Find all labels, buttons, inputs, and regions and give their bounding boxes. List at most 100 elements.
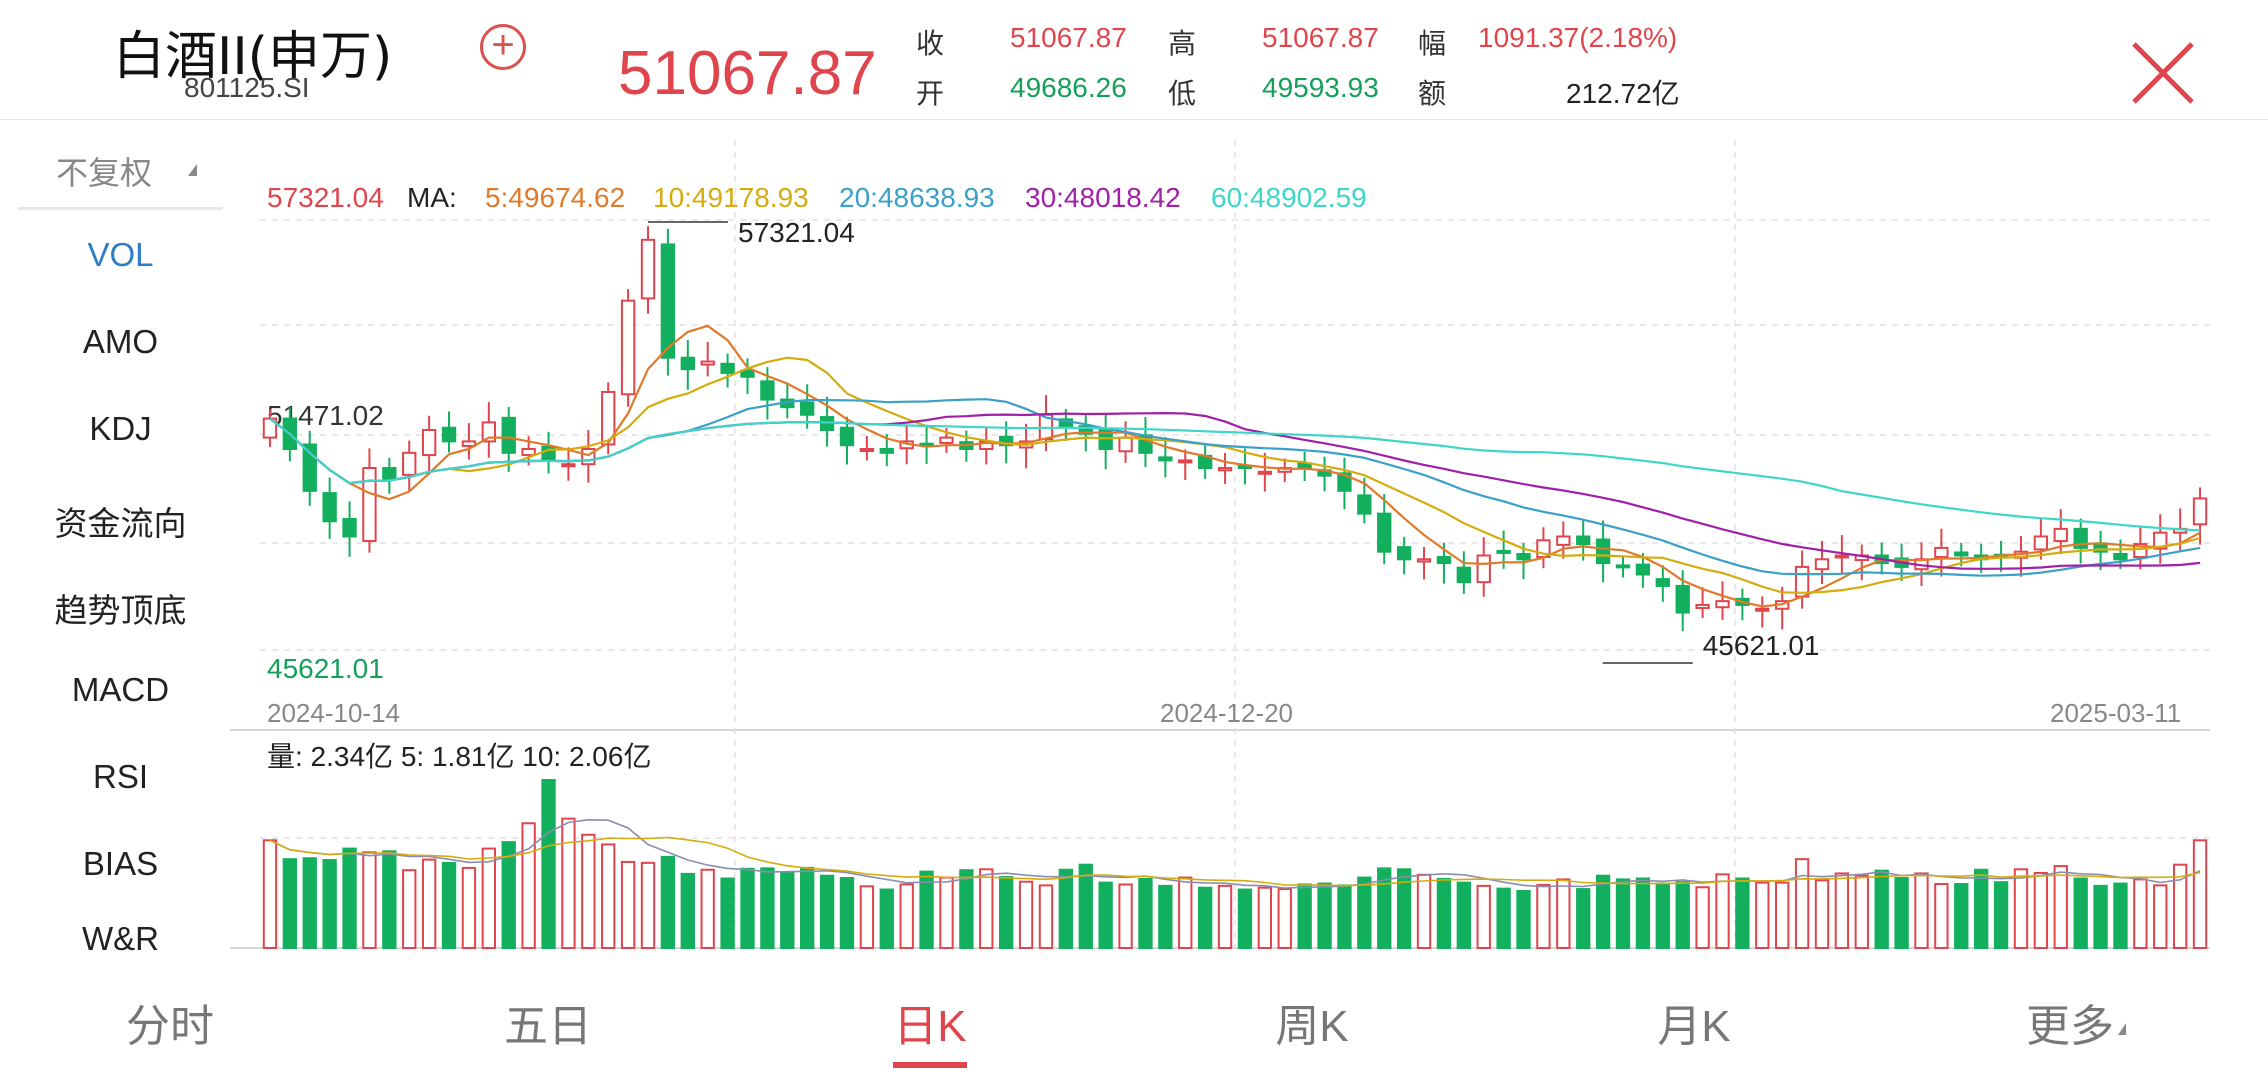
indicator-macd[interactable]: MACD <box>71 671 170 708</box>
ma-legend-item: 5:49674.62 <box>485 182 625 213</box>
volume-bar <box>1894 877 1909 949</box>
volume-bar <box>899 883 914 949</box>
low-value: 49593.93 <box>1262 72 1379 103</box>
vol-ma-line-5 <box>269 818 2201 889</box>
volume-bar <box>1854 874 1869 950</box>
volume-bar <box>919 870 934 950</box>
amount-label: 额 <box>1418 78 1447 109</box>
volume-bar <box>1735 877 1750 950</box>
candle-body <box>620 299 636 396</box>
low-label: 低 <box>1168 78 1197 109</box>
tab-intraday[interactable]: 分时 <box>126 1002 214 1051</box>
candle-body <box>839 426 855 447</box>
tab-weekly[interactable]: 周K <box>1275 1002 1349 1051</box>
indicator-vol[interactable]: VOL <box>87 236 154 273</box>
volume-bar <box>1675 881 1690 950</box>
volume-bar <box>2133 878 2148 950</box>
volume-bar <box>660 855 676 950</box>
volume-bar <box>1337 884 1352 949</box>
volume-bar <box>402 869 417 949</box>
ma-line-5 <box>269 324 2201 608</box>
candle-body <box>2153 531 2168 550</box>
indicator-trend[interactable]: 趋势顶底 <box>54 592 187 629</box>
volume-bar <box>740 867 755 950</box>
indicator-amo[interactable]: AMO <box>82 323 159 360</box>
volume-bar <box>2093 884 2108 950</box>
volume-bar <box>819 874 835 950</box>
volume-bar <box>1794 858 1810 949</box>
candle-body <box>740 369 755 378</box>
volume-bar <box>322 859 337 949</box>
candle-body <box>1655 578 1670 587</box>
volume-bar <box>1257 886 1273 949</box>
tab-more[interactable]: 更多 <box>1996 990 2156 1054</box>
volume-bar <box>1118 883 1133 949</box>
candle-body <box>601 390 616 446</box>
ma-legend-item: 57321.04 <box>267 182 384 213</box>
chart-grid <box>230 140 2210 949</box>
period-tabs: 分时 五日 日K 周K 月K 更多 <box>0 970 2268 1080</box>
change-value: 1091.37(2.18%) <box>1478 22 1678 53</box>
index-title: 白酒II(申万) <box>113 27 393 87</box>
candle-body <box>1675 584 1690 614</box>
active-tab-indicator <box>893 1062 967 1068</box>
tab-daily[interactable]: 日K <box>893 1002 967 1051</box>
price-adjust-dropdown[interactable]: 不复权 <box>18 140 223 210</box>
volume-bar <box>1755 881 1770 950</box>
volume-bar <box>2172 863 2188 950</box>
candle-body <box>1377 512 1392 553</box>
volume-bar <box>760 867 775 950</box>
candle-body <box>1576 535 1591 546</box>
candle-body <box>859 448 875 453</box>
candle-body <box>640 238 656 300</box>
candle-body <box>1416 558 1432 563</box>
indicator-wr[interactable]: W&R <box>82 920 159 954</box>
low-annotation: 45621.01 <box>1703 630 1820 661</box>
candle-body <box>1078 425 1093 435</box>
add-watchlist-button[interactable]: + <box>480 24 526 70</box>
close-label: 收 <box>916 28 945 59</box>
volume-bar <box>859 885 875 950</box>
tab-five-day[interactable]: 五日 <box>504 1002 592 1051</box>
volume-bar <box>282 858 298 949</box>
volume-bar <box>680 872 695 949</box>
dropdown-triangle-icon <box>188 164 197 176</box>
candle-body <box>342 517 357 538</box>
tab-monthly[interactable]: 月K <box>1657 1002 1731 1051</box>
candle-body <box>1456 566 1471 584</box>
candle-body <box>1615 564 1631 569</box>
candle-body <box>2113 552 2128 561</box>
candle-body <box>680 356 695 371</box>
candle-body <box>2033 535 2049 551</box>
volume-bar <box>441 861 457 949</box>
open-label: 开 <box>916 78 945 109</box>
indicator-bias[interactable]: BIAS <box>82 845 159 882</box>
volume-bar <box>382 850 397 949</box>
indicator-rsi[interactable]: RSI <box>92 758 148 795</box>
candle-body <box>1595 538 1611 565</box>
candle-body <box>1337 472 1352 492</box>
last-price: 51067.87 <box>618 39 877 108</box>
volume-bar <box>1615 878 1631 950</box>
index-code: 801125.SI <box>184 72 310 103</box>
indicator-kdj[interactable]: KDJ <box>89 410 152 447</box>
volume-bar <box>2113 882 2128 949</box>
change-label: 幅 <box>1418 28 1447 59</box>
candle-body <box>1357 494 1372 515</box>
candle-body <box>521 448 536 457</box>
indicator-fund-flow[interactable]: 资金流向 <box>54 505 187 542</box>
volume-bar <box>959 869 974 949</box>
candle-body <box>1158 456 1173 462</box>
ma-legend-item: 60:48902.59 <box>1211 182 1367 213</box>
ma-legend-item: 10:49178.93 <box>653 182 809 213</box>
volume-bar <box>1058 868 1074 949</box>
close-icon[interactable] <box>2130 40 2196 106</box>
volume-bar <box>1138 877 1153 950</box>
candle-body <box>1118 436 1133 453</box>
vol-ma-line-10 <box>269 836 2201 887</box>
candle-body <box>382 467 397 481</box>
candle-body <box>1814 558 1830 571</box>
candle-body <box>879 448 894 454</box>
ma-line-10 <box>269 356 2201 594</box>
